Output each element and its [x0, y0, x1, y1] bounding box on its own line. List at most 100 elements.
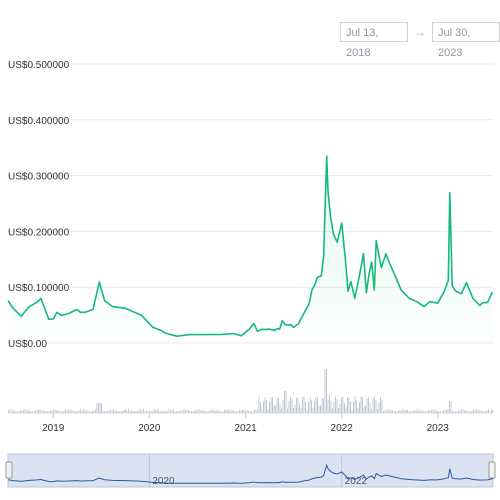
volume-bar [464, 411, 465, 413]
volume-bar [240, 410, 242, 413]
volume-bar [222, 411, 224, 413]
volume-bar [423, 411, 425, 413]
volume-bar [48, 411, 50, 413]
volume-bar [186, 409, 188, 413]
navigator-selection[interactable] [7, 453, 494, 488]
volume-bar [170, 410, 171, 413]
volume-bar [59, 411, 60, 413]
volume-bar [296, 397, 297, 413]
volume-bar [309, 397, 311, 413]
volume-bar [491, 409, 492, 413]
y-tick-label: US$0.00 [8, 339, 47, 350]
volume-bar [65, 409, 66, 413]
volume-bar [68, 409, 69, 413]
navigator[interactable]: 2020 2022 [5, 453, 496, 488]
volume-bar [273, 404, 275, 413]
volume-bar [258, 395, 260, 413]
volume-bar [179, 410, 180, 413]
volume-bar [201, 409, 203, 413]
volume-bar [159, 411, 161, 413]
volume-bar [257, 409, 258, 413]
date-from-input[interactable]: Jul 13, 2018 [340, 22, 408, 59]
volume-bar [374, 396, 375, 413]
volume-bar [50, 409, 51, 413]
volume-bar [276, 397, 278, 413]
volume-bar [209, 410, 210, 413]
volume-bar [47, 411, 48, 413]
volume-bar [84, 410, 86, 413]
volume-bar [111, 411, 113, 413]
volume-bar [171, 409, 173, 413]
volume-bar [375, 400, 377, 413]
volume-bar [161, 410, 162, 413]
volume-bar [108, 410, 110, 413]
volume-bar [455, 411, 456, 413]
volume-bar [231, 409, 233, 413]
volume-bar [254, 409, 255, 413]
volume-bar [12, 409, 14, 413]
volume-bar [369, 402, 371, 413]
volume-bar [216, 409, 218, 413]
volume-bar [393, 411, 395, 413]
volume-bar [77, 410, 78, 413]
volume-bar [366, 398, 368, 413]
volume-bar [116, 410, 117, 413]
volume-bar [330, 401, 332, 413]
volume-bar [204, 411, 206, 413]
volume-bar [251, 411, 252, 413]
volume-bar [371, 409, 372, 413]
volume-bar [306, 409, 308, 413]
navigator-line [7, 463, 494, 484]
volume-bar [54, 409, 56, 413]
volume-bar [336, 399, 338, 413]
volume-bar [377, 409, 378, 413]
volume-bar [384, 410, 386, 413]
x-tick-label: 2022 [331, 423, 354, 434]
volume-bar [470, 410, 471, 413]
volume-bar [321, 398, 323, 413]
volume-bar [356, 400, 357, 413]
volume-bar [120, 410, 122, 413]
volume-bar [392, 409, 393, 413]
volume-bar [218, 410, 219, 413]
volume-bar [342, 396, 344, 413]
volume-bar [60, 411, 62, 413]
volume-bar [299, 403, 300, 413]
volume-bar [413, 410, 414, 413]
volume-bar [134, 411, 135, 413]
volume-bar [228, 409, 230, 413]
volume-bar [270, 397, 272, 413]
volume-bar [57, 409, 59, 413]
volume-bar [158, 409, 159, 413]
volume-bar [389, 410, 390, 413]
volume-bar [329, 395, 330, 413]
volume-bar [156, 410, 158, 413]
volume-bar [176, 410, 177, 413]
volume-bar [344, 403, 345, 413]
volume-bar [69, 409, 71, 413]
volume-bar [368, 397, 369, 413]
volume-bar [317, 396, 318, 413]
volume-bar [20, 410, 21, 413]
volume-bar [291, 398, 293, 413]
volume-bar [165, 410, 167, 413]
navigator-handle-right[interactable] [488, 461, 496, 479]
volume-bar [96, 403, 98, 413]
volume-bar [215, 411, 216, 413]
volume-bar [315, 397, 317, 413]
volume-bar [300, 407, 302, 413]
volume-bar [453, 411, 455, 413]
volume-bar [162, 411, 164, 413]
navigator-handle-left[interactable] [5, 461, 13, 479]
volume-bar [212, 410, 213, 413]
volume-bar [219, 411, 221, 413]
volume-bar [339, 403, 341, 413]
volume-bar [398, 410, 399, 413]
volume-bar [164, 411, 165, 413]
volume-bar [144, 411, 146, 413]
volume-bar [132, 411, 134, 413]
volume-bar [401, 410, 402, 413]
volume-bar [86, 410, 87, 413]
volume-bar [360, 396, 362, 413]
